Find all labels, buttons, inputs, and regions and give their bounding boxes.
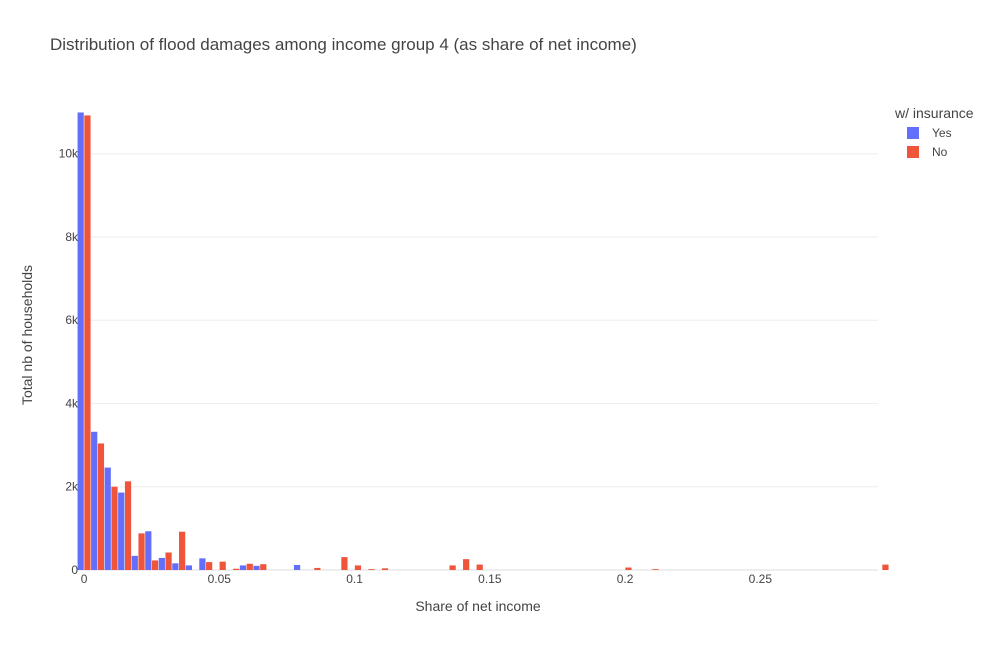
x-tick-label: 0 xyxy=(81,572,88,586)
legend-items[interactable]: Yes No xyxy=(907,126,952,159)
bar-no[interactable] xyxy=(97,443,105,570)
legend-label: Yes xyxy=(932,126,952,140)
y-tick-label: 8k xyxy=(65,230,79,244)
legend-label: No xyxy=(932,145,948,159)
bar-no[interactable] xyxy=(463,559,470,570)
bar-no[interactable] xyxy=(625,567,632,570)
bar-no[interactable] xyxy=(314,567,321,570)
bar-no[interactable] xyxy=(219,561,226,570)
legend-item-yes[interactable]: Yes xyxy=(907,126,952,140)
bar-no[interactable] xyxy=(151,560,159,570)
bar-no[interactable] xyxy=(260,564,267,570)
bar-yes[interactable] xyxy=(239,565,247,570)
y-axis-title: Total nb of households xyxy=(19,265,35,405)
legend-item-no[interactable]: No xyxy=(907,145,948,159)
bar-yes[interactable] xyxy=(104,467,111,570)
bar-no[interactable] xyxy=(476,564,483,570)
bar-no[interactable] xyxy=(368,569,375,570)
bar-yes[interactable] xyxy=(158,557,165,570)
x-tick-label: 0.2 xyxy=(617,572,634,586)
bar-no[interactable] xyxy=(652,569,659,570)
y-tick-label: 0 xyxy=(71,563,78,577)
bar-no[interactable] xyxy=(381,568,389,570)
bar-yes[interactable] xyxy=(199,558,206,570)
bar-yes[interactable] xyxy=(118,492,125,570)
bar-no[interactable] xyxy=(111,486,118,570)
legend-title: w/ insurance xyxy=(894,105,974,121)
bars xyxy=(77,112,889,570)
x-axis-title: Share of net income xyxy=(415,598,541,614)
x-tick-label: 0.25 xyxy=(749,572,773,586)
legend[interactable]: w/ insurance Yes No xyxy=(894,105,974,159)
y-tick-label: 2k xyxy=(65,480,79,494)
bar-no[interactable] xyxy=(882,564,889,570)
legend-swatch xyxy=(907,127,919,139)
x-tick-label: 0.1 xyxy=(346,572,363,586)
bar-yes[interactable] xyxy=(131,555,138,570)
y-tick-label: 6k xyxy=(65,313,79,327)
bar-no[interactable] xyxy=(354,565,362,570)
bar-yes[interactable] xyxy=(172,563,179,570)
bar-yes[interactable] xyxy=(185,565,192,570)
bar-yes[interactable] xyxy=(145,531,152,570)
y-tick-label: 10k xyxy=(59,147,79,161)
bar-no[interactable] xyxy=(179,531,186,570)
bar-no[interactable] xyxy=(138,533,145,570)
gridlines xyxy=(80,153,878,571)
bar-no[interactable] xyxy=(206,562,213,570)
x-tick-label: 0.15 xyxy=(478,572,502,586)
bar-no[interactable] xyxy=(233,568,240,570)
bar-no[interactable] xyxy=(165,552,172,570)
chart-title: Distribution of flood damages among inco… xyxy=(50,35,637,54)
bar-no[interactable] xyxy=(84,115,91,570)
bar-yes[interactable] xyxy=(77,112,84,570)
y-tick-label: 4k xyxy=(65,396,79,410)
tick-labels: 0 2k 4k 6k 8k 10k 0 0.05 0.1 0.15 0.2 0.25 xyxy=(59,147,773,586)
legend-swatch xyxy=(907,146,919,158)
bar-yes[interactable] xyxy=(91,431,98,570)
bar-no[interactable] xyxy=(246,563,253,570)
x-tick-label: 0.05 xyxy=(208,572,232,586)
bar-yes[interactable] xyxy=(293,565,301,570)
bar-no[interactable] xyxy=(449,565,456,570)
bar-no[interactable] xyxy=(341,557,348,570)
bar-yes[interactable] xyxy=(253,565,260,570)
bar-no[interactable] xyxy=(124,481,132,570)
